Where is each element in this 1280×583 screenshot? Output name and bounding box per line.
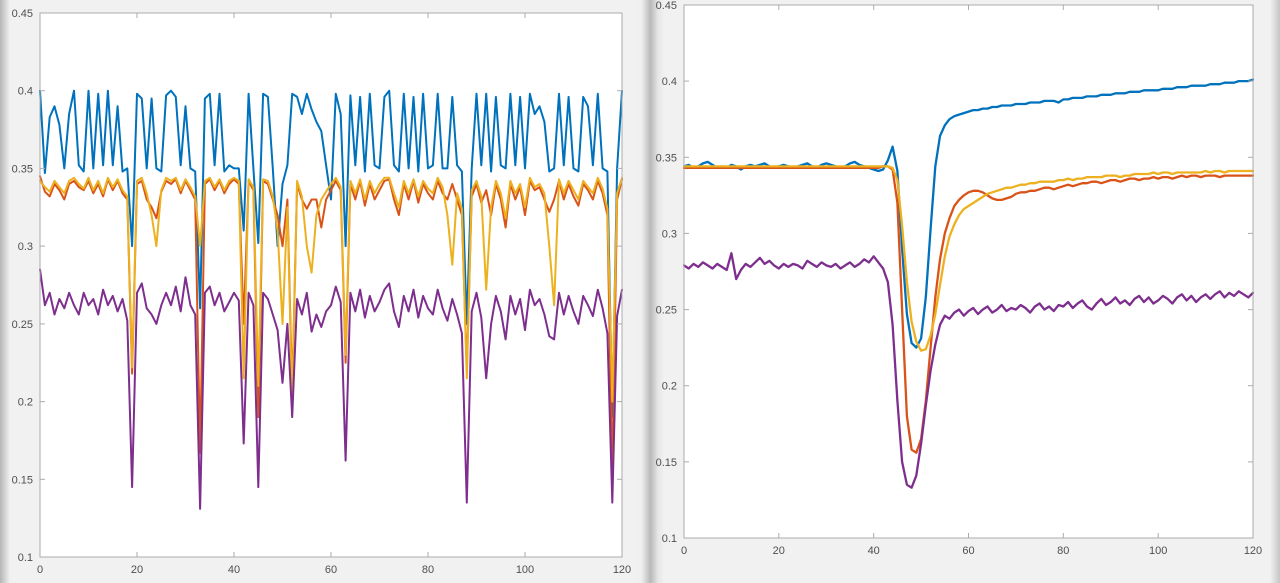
y-tick-label: 0.15 (656, 457, 677, 469)
x-tick-label: 120 (1244, 545, 1262, 557)
x-tick-label: 80 (422, 564, 434, 576)
tick-labels: 0 20 40 60 80 100 120 0.1 0.15 0.2 0.25 0.3 0.35 0.4 0… (12, 8, 632, 576)
y-tick-label: 0.15 (12, 474, 33, 486)
plot-area (40, 13, 622, 557)
y-tick-label: 0.35 (656, 152, 677, 164)
y-tick-label: 0.1 (18, 552, 33, 564)
series-group (683, 78, 1254, 489)
y-tick-label: 0.2 (18, 397, 33, 409)
right-plot: 0 20 40 60 80 100 120 0.1 0.15 0.2 0.25 0.3 0.35 0.4 0… (656, 0, 1263, 557)
y-tick-label: 0.35 (12, 163, 33, 175)
tick-marks (39, 12, 623, 558)
y-tick-label: 0.45 (656, 0, 677, 12)
x-tick-label: 80 (1057, 545, 1069, 557)
x-tick-label: 100 (516, 564, 534, 576)
y-tick-label: 0.3 (662, 228, 677, 240)
right-series-yellow (683, 165, 1254, 352)
y-tick-label: 0.25 (12, 319, 33, 331)
series-group (39, 89, 623, 510)
x-tick-label: 20 (131, 564, 143, 576)
y-tick-label: 0.4 (662, 76, 677, 88)
x-tick-label: 60 (962, 545, 974, 557)
left-series-blue (39, 89, 623, 419)
y-tick-label: 0.2 (662, 381, 677, 393)
x-tick-label: 120 (613, 564, 631, 576)
x-tick-label: 40 (228, 564, 240, 576)
y-tick-label: 0.4 (18, 86, 33, 98)
x-tick-label: 0 (681, 545, 687, 557)
tick-labels: 0 20 40 60 80 100 120 0.1 0.15 0.2 0.25 0.3 0.35 0.4 0… (656, 0, 1263, 557)
left-series-purple (39, 268, 623, 510)
right-series-orange (683, 165, 1254, 454)
right-series-purple (683, 252, 1254, 489)
x-tick-label: 100 (1149, 545, 1167, 557)
x-tick-label: 0 (37, 564, 43, 576)
y-tick-label: 0.1 (662, 533, 677, 545)
x-tick-label: 60 (325, 564, 337, 576)
x-tick-label: 40 (868, 545, 880, 557)
x-tick-label: 20 (773, 545, 785, 557)
y-tick-label: 0.45 (12, 8, 33, 20)
tick-marks (683, 4, 1254, 539)
left-series-yellow (39, 176, 623, 403)
left-plot: 0 20 40 60 80 100 120 0.1 0.15 0.2 0.25 0.3 0.35 0.4 0… (12, 8, 632, 576)
plot-area (684, 5, 1253, 538)
y-tick-label: 0.25 (656, 305, 677, 317)
y-tick-label: 0.3 (18, 241, 33, 253)
